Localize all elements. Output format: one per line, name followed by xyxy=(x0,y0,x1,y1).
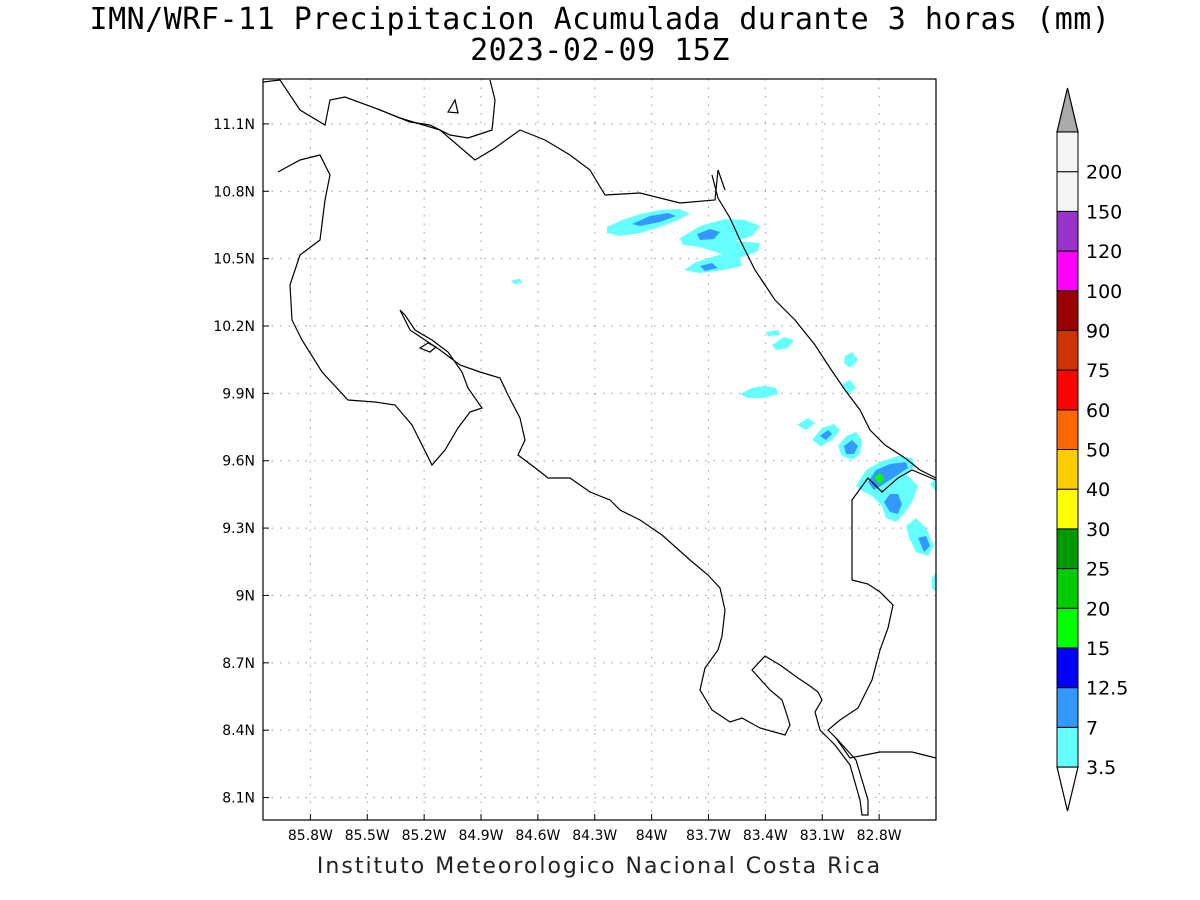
lat-tick-label: 9.9N xyxy=(222,386,255,402)
island xyxy=(447,98,459,114)
colorbar-under-arrow xyxy=(1056,766,1079,812)
colorbar-label: 3.5 xyxy=(1086,757,1116,779)
lon-tick-label: 85.5W xyxy=(345,828,390,844)
island xyxy=(418,342,438,353)
colorbar-label: 15 xyxy=(1086,638,1110,660)
map-grid xyxy=(263,79,936,820)
nicaragua-border xyxy=(263,79,726,204)
colorbar-swatch xyxy=(1056,329,1079,371)
lon-tick-label: 84.6W xyxy=(515,828,560,844)
colorbar-label: 90 xyxy=(1086,320,1110,342)
colorbar-label: 200 xyxy=(1086,162,1122,184)
colorbar-swatch xyxy=(1056,131,1079,173)
lon-tick-label: 83.7W xyxy=(686,828,731,844)
colorbar-label: 30 xyxy=(1086,519,1110,541)
map-frame xyxy=(262,78,937,821)
precip-area xyxy=(884,494,902,514)
caribbean-coast xyxy=(711,174,936,479)
colorbar-swatch xyxy=(1056,568,1079,609)
colorbar-label: 120 xyxy=(1086,241,1122,263)
precip-area xyxy=(766,330,780,336)
colorbar-swatch xyxy=(1056,647,1079,689)
lat-tick-label: 10.5N xyxy=(213,252,255,268)
lat-tick-label: 9.6N xyxy=(222,454,255,470)
colorbar-label: 20 xyxy=(1086,598,1110,620)
lon-tick-label: 85.2W xyxy=(402,828,447,844)
precip-area xyxy=(918,536,930,552)
colorbar-label: 40 xyxy=(1086,479,1110,501)
precip-area xyxy=(697,229,720,240)
precip-area xyxy=(632,213,676,226)
precip-area xyxy=(772,337,794,350)
precip-area xyxy=(740,386,778,398)
colorbar-swatch xyxy=(1056,210,1079,252)
lat-tick-label: 11.1N xyxy=(213,117,255,133)
lat-tick-label: 9N xyxy=(236,588,255,604)
nicaragua-lake-shore xyxy=(374,79,496,139)
precip-area xyxy=(932,572,936,592)
lon-tick-label: 83.1W xyxy=(800,828,845,844)
colorbar-swatch xyxy=(1056,369,1079,411)
axis-ticks: 85.8W 85.5W 85.2W 84.9W 84.6W 84.3W 84W 83.7W 83… xyxy=(213,117,901,844)
colorbar-label: 60 xyxy=(1086,400,1110,422)
colorbar-swatch xyxy=(1056,290,1079,331)
precip-area xyxy=(700,263,718,271)
colorbar-label: 25 xyxy=(1086,559,1110,581)
precip-area xyxy=(797,418,815,430)
colorbar-over-arrow xyxy=(1056,87,1079,133)
coastline xyxy=(263,79,936,816)
precip-area xyxy=(844,352,858,368)
precip-area xyxy=(680,219,760,273)
colorbar-swatch xyxy=(1056,488,1079,530)
map-title: IMN/WRF-11 Precipitacion Acumulada duran… xyxy=(89,2,1111,37)
coast-fragment xyxy=(835,737,936,759)
colorbar-swatch xyxy=(1056,409,1079,450)
colorbar-label: 50 xyxy=(1086,440,1110,462)
precip-area xyxy=(874,473,884,484)
precip-area xyxy=(868,462,908,490)
lat-tick-label: 8.1N xyxy=(222,791,255,807)
precip-area xyxy=(856,456,918,522)
map-datetime: 2023-02-09 15Z xyxy=(470,33,730,68)
precip-area xyxy=(820,430,832,440)
panama-coast xyxy=(851,469,936,580)
colorbar-swatch xyxy=(1056,171,1079,212)
credit-text: Instituto Meteorologico Nacional Costa R… xyxy=(316,854,883,879)
lon-tick-label: 84.9W xyxy=(459,828,504,844)
precip-area xyxy=(906,518,934,556)
lat-tick-label: 10.2N xyxy=(213,319,255,335)
lat-tick-label: 8.7N xyxy=(222,656,255,672)
colorbar-swatch xyxy=(1056,607,1079,649)
lon-tick-label: 82.8W xyxy=(857,828,902,844)
precip-area xyxy=(844,440,858,454)
colorbar-swatch xyxy=(1056,687,1079,728)
precip-area xyxy=(842,380,856,394)
lon-tick-label: 83.4W xyxy=(743,828,788,844)
precipitation-field xyxy=(512,209,936,592)
lon-tick-label: 84W xyxy=(636,828,668,844)
pacific-coast xyxy=(277,154,894,816)
colorbar-label: 100 xyxy=(1086,281,1122,303)
colorbar-swatch xyxy=(1056,250,1079,292)
colorbar-swatch xyxy=(1056,528,1079,570)
colorbar-swatch xyxy=(1056,449,1079,490)
colorbar-label: 150 xyxy=(1086,201,1122,223)
lat-tick-label: 10.8N xyxy=(213,184,255,200)
precip-area xyxy=(930,478,936,492)
lat-tick-label: 9.3N xyxy=(222,521,255,537)
colorbar-label: 12.5 xyxy=(1086,678,1128,700)
colorbar-label: 75 xyxy=(1086,360,1110,382)
lon-tick-label: 84.3W xyxy=(572,828,617,844)
lat-tick-label: 8.4N xyxy=(222,723,255,739)
lon-tick-label: 85.8W xyxy=(288,828,333,844)
colorbar-label: 7 xyxy=(1086,717,1098,739)
precip-area xyxy=(512,279,522,284)
colorbar-swatch xyxy=(1056,726,1079,768)
colorbar: 3.5 7 12.5 15 20 25 30 40 50 60 75 90 100 120 150 200 xyxy=(1056,87,1128,812)
